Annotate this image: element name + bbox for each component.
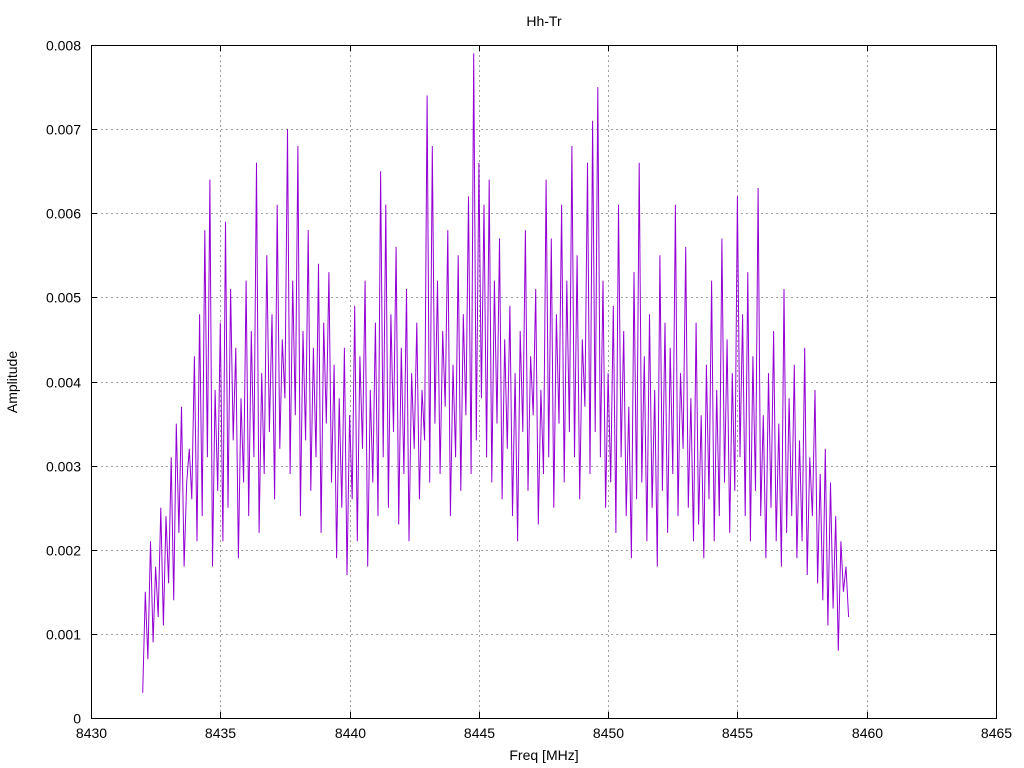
y-tick-label: 0: [73, 711, 81, 727]
plot-frame: [91, 45, 997, 719]
y-tick-label: 0.004: [46, 375, 81, 391]
x-tick-labels: 8430 8435 8440 8445 8450 8455 8460 8465: [76, 725, 1012, 741]
x-tick-label: 8435: [205, 725, 236, 741]
chart-title: Hh-Tr: [526, 13, 562, 29]
y-tick-label: 0.007: [46, 122, 81, 138]
x-tick-label: 8460: [852, 725, 883, 741]
y-tick-labels: 0 0.001 0.002 0.003 0.004 0.005 0.006 0.007 0.00…: [46, 38, 81, 727]
y-tick-label: 0.005: [46, 290, 81, 306]
x-axis-title: Freq [MHz]: [509, 747, 578, 763]
y-tick-label: 0.001: [46, 627, 81, 643]
y-tick-label: 0.006: [46, 206, 81, 222]
series-layer: [142, 53, 850, 693]
series-line-amplitude: [142, 53, 850, 693]
y-tick-label: 0.008: [46, 38, 81, 54]
x-tick-label: 8455: [722, 725, 753, 741]
y-tick-label: 0.002: [46, 543, 81, 559]
y-tick-label: 0.003: [46, 459, 81, 475]
x-tick-label: 8430: [76, 725, 107, 741]
x-tick-label: 8440: [335, 725, 366, 741]
x-tick-label: 8450: [593, 725, 624, 741]
x-tick-label: 8465: [981, 725, 1012, 741]
y-axis-title: Amplitude: [4, 351, 20, 413]
x-tick-label: 8445: [464, 725, 495, 741]
